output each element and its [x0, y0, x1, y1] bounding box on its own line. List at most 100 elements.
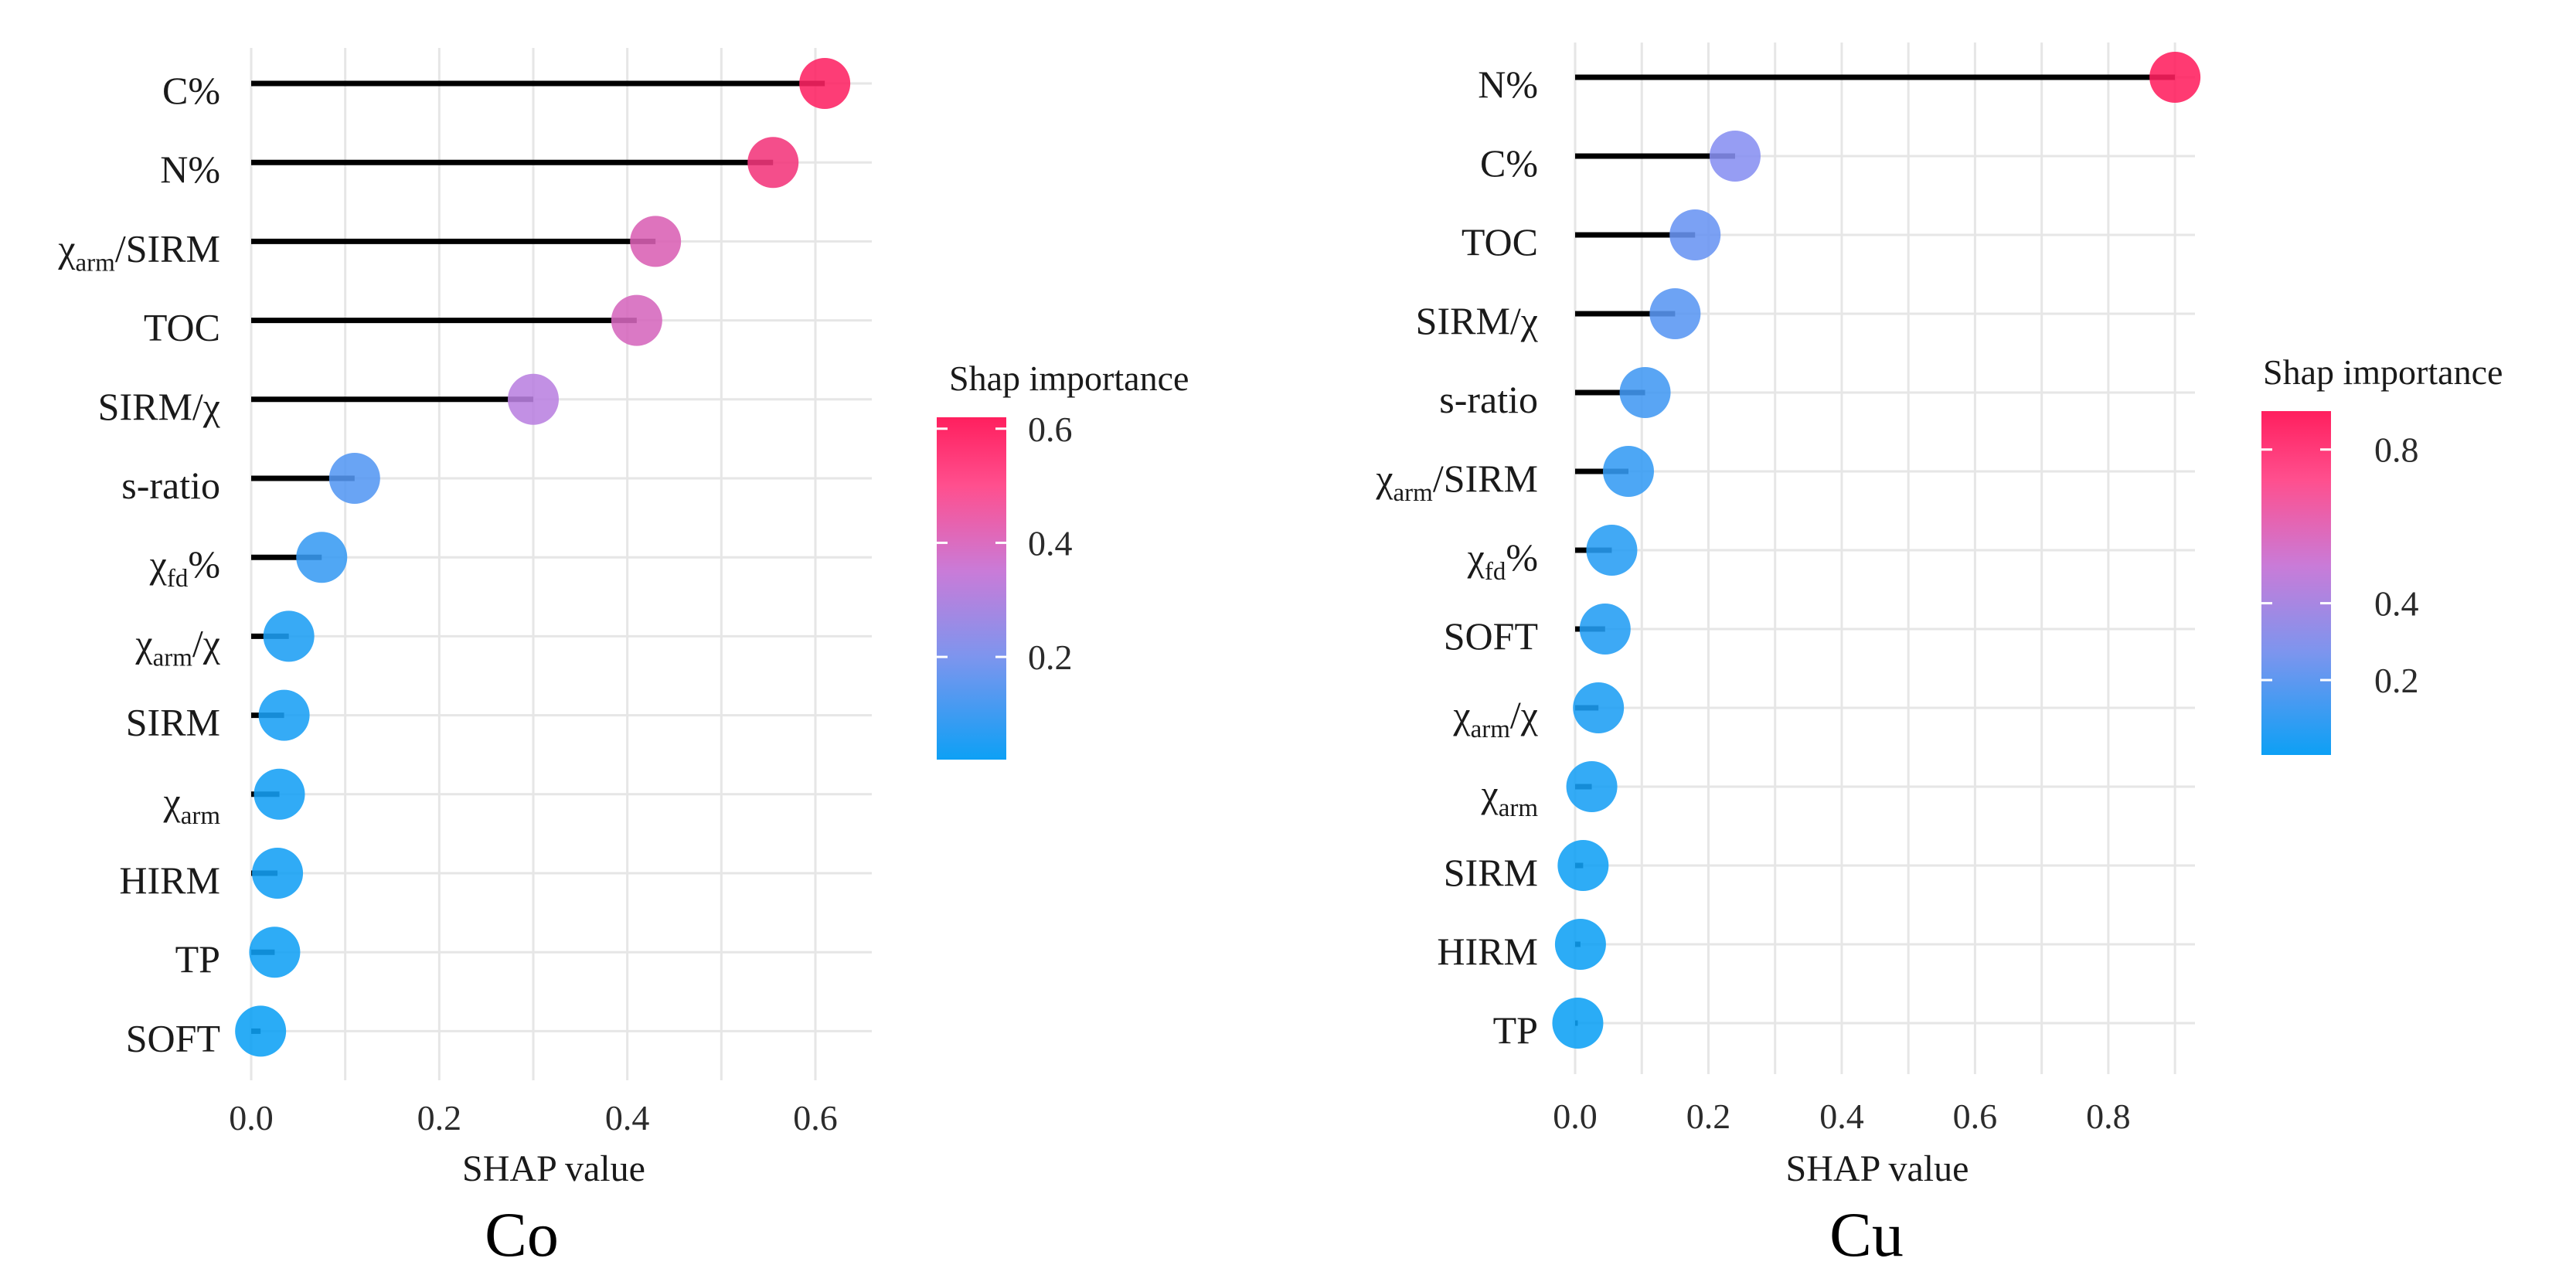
- feature-label: TOC: [1462, 220, 1538, 264]
- feature-label: χfd%: [1467, 536, 1538, 586]
- lollipop-point: [1619, 367, 1671, 418]
- feature-label-subscript: arm: [1471, 716, 1511, 743]
- lollipop-point: [235, 1005, 287, 1057]
- feature-label-subscript: arm: [181, 802, 221, 830]
- x-tick-label: 0.4: [605, 1098, 650, 1137]
- lollipop-point: [630, 216, 682, 267]
- feature-label: s-ratio: [121, 464, 220, 507]
- feature-label-base: χ: [162, 780, 180, 823]
- feature-label-base: SOFT: [1444, 614, 1538, 658]
- feature-label-subscript: fd: [1485, 558, 1506, 586]
- feature-label: SIRM/χ: [98, 385, 220, 428]
- lollipop-point: [1579, 604, 1631, 655]
- panel-title: Co: [485, 1199, 559, 1270]
- feature-label-subscript: fd: [167, 565, 189, 593]
- legend-tick-label: 0.6: [1028, 410, 1073, 449]
- lollipop-point: [1649, 288, 1701, 339]
- feature-label: χarm: [162, 780, 220, 830]
- feature-label-subscript: arm: [76, 249, 116, 277]
- legend-tick-label: 0.2: [2374, 661, 2419, 700]
- feature-label: s-ratio: [1439, 378, 1538, 421]
- x-tick-label: 0.2: [417, 1098, 462, 1137]
- x-axis-title: SHAP value: [462, 1148, 645, 1189]
- legend-title: Shap importance: [949, 359, 1189, 398]
- feature-label-base: SIRM/χ: [1416, 299, 1538, 342]
- feature-label-base: χ: [1452, 693, 1470, 736]
- lollipop-point: [1554, 919, 1606, 970]
- feature-label: HIRM: [1437, 930, 1538, 973]
- feature-label-base: HIRM: [1437, 930, 1538, 973]
- feature-label-base: χ: [1480, 772, 1498, 815]
- feature-label: C%: [162, 69, 220, 112]
- lollipop-point: [2149, 52, 2201, 103]
- feature-label: C%: [1480, 141, 1538, 185]
- feature-label-base: SIRM/χ: [98, 385, 220, 428]
- feature-label-base: TOC: [144, 306, 220, 349]
- legend-tick-label: 0.4: [1028, 523, 1073, 563]
- legend-tick-label: 0.4: [2374, 584, 2419, 624]
- x-tick-label: 0.6: [1953, 1097, 1998, 1136]
- lollipop-point: [508, 373, 559, 425]
- legend-tick-label: 0.2: [1028, 638, 1073, 677]
- feature-label-subscript: arm: [1499, 794, 1539, 822]
- lollipop-point: [249, 927, 301, 978]
- feature-label-base: TP: [1493, 1008, 1538, 1052]
- lollipop-point: [611, 294, 662, 346]
- lollipop-point: [252, 848, 304, 899]
- feature-label-base: χ: [134, 621, 152, 665]
- feature-label-suffix: /χ: [1510, 693, 1538, 736]
- lollipop-point: [1557, 840, 1609, 891]
- feature-label-suffix: /χ: [192, 621, 220, 665]
- x-tick-label: 0.2: [1686, 1097, 1731, 1136]
- feature-label-base: N%: [160, 148, 220, 191]
- feature-label-base: χ: [149, 542, 167, 586]
- feature-label: SIRM: [1444, 851, 1538, 894]
- feature-label-suffix: /SIRM: [115, 226, 220, 270]
- legend-colorbar: [937, 417, 1006, 760]
- feature-label-base: s-ratio: [121, 464, 220, 507]
- feature-label: HIRM: [119, 859, 220, 902]
- lollipop-point: [1669, 209, 1721, 260]
- x-axis-title: SHAP value: [1786, 1148, 1969, 1189]
- feature-label-base: TOC: [1462, 220, 1538, 264]
- feature-label: TOC: [144, 306, 220, 349]
- lollipop-point: [254, 768, 305, 820]
- lollipop-point: [747, 137, 799, 189]
- feature-label-suffix: %: [1506, 536, 1538, 579]
- feature-label: χarm/SIRM: [1375, 457, 1538, 507]
- lollipop-point: [328, 453, 380, 504]
- feature-label: SIRM/χ: [1416, 299, 1538, 342]
- x-tick-label: 0.0: [229, 1098, 274, 1137]
- lollipop-point: [263, 610, 315, 662]
- x-tick-label: 0.4: [1819, 1097, 1864, 1136]
- panel-title: Cu: [1829, 1199, 1904, 1270]
- feature-label-base: TP: [175, 937, 220, 981]
- legend-title: Shap importance: [2263, 352, 2503, 392]
- feature-label: SIRM: [126, 701, 220, 744]
- feature-label: χarm/SIRM: [57, 226, 220, 277]
- feature-label: χfd%: [149, 542, 220, 593]
- chart-panel-cu: 0.0 0.2 0.4 0.6 0.8 SHAP value Cu N% C% TOC SIRM/χ…: [1375, 43, 2503, 1270]
- legend-colorbar: [2261, 411, 2331, 755]
- feature-label: N%: [160, 148, 220, 191]
- feature-label: TP: [175, 937, 220, 981]
- feature-label-base: C%: [1480, 141, 1538, 185]
- feature-label: χarm/χ: [1452, 693, 1538, 743]
- feature-label: χarm/χ: [134, 621, 220, 672]
- feature-label-base: χ: [57, 226, 75, 270]
- feature-label: N%: [1478, 63, 1538, 106]
- feature-label-base: C%: [162, 69, 220, 112]
- feature-label-base: χ: [1375, 457, 1393, 500]
- feature-label-subscript: arm: [1393, 479, 1434, 507]
- x-tick-label: 0.8: [2086, 1097, 2131, 1136]
- feature-label-base: s-ratio: [1439, 378, 1538, 421]
- lollipop-point: [1602, 446, 1654, 497]
- feature-label-base: χ: [1467, 536, 1485, 579]
- x-tick-label: 0.6: [793, 1098, 838, 1137]
- lollipop-point: [1552, 998, 1604, 1049]
- feature-label-base: N%: [1478, 63, 1538, 106]
- lollipop-point: [1566, 761, 1618, 812]
- feature-label-suffix: %: [188, 542, 220, 586]
